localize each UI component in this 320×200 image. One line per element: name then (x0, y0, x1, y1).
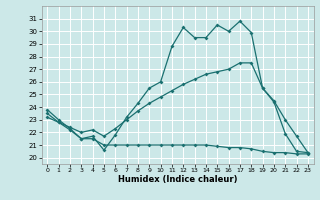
X-axis label: Humidex (Indice chaleur): Humidex (Indice chaleur) (118, 175, 237, 184)
